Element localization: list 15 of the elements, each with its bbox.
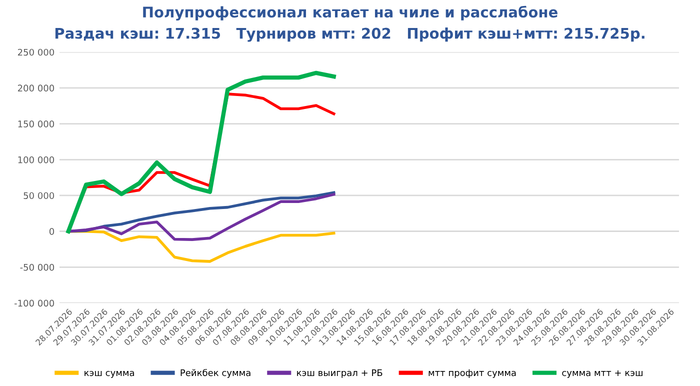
chart-subtitle: Раздач кэш: 17.315 Турниров мтт: 202 Профит кэш+мтт: 215.725р. bbox=[55, 28, 644, 42]
y-tick-label: 150 000 bbox=[18, 120, 54, 128]
y-tick-label: -50 000 bbox=[20, 264, 54, 271]
legend-label: кэш сумма bbox=[84, 370, 134, 378]
legend-label: мтт профит сумма bbox=[428, 369, 516, 378]
legend-label: Рейкбек сумма bbox=[180, 368, 250, 378]
chart-title: Полупрофессионал катает на чиле и расслабоне bbox=[143, 6, 558, 21]
y-tick-label: 100 000 bbox=[18, 156, 54, 164]
y-tick-label: 50 000 bbox=[24, 192, 54, 200]
legend-label: сумма мтт + кэш bbox=[562, 370, 642, 378]
legend-label: кэш выиграл + РБ bbox=[297, 369, 382, 378]
y-tick-label: 250 000 bbox=[18, 48, 54, 56]
y-tick-label: 0 bbox=[49, 228, 54, 235]
y-tick-label: -100 000 bbox=[14, 300, 54, 307]
y-tick-label: 200 000 bbox=[18, 84, 54, 92]
